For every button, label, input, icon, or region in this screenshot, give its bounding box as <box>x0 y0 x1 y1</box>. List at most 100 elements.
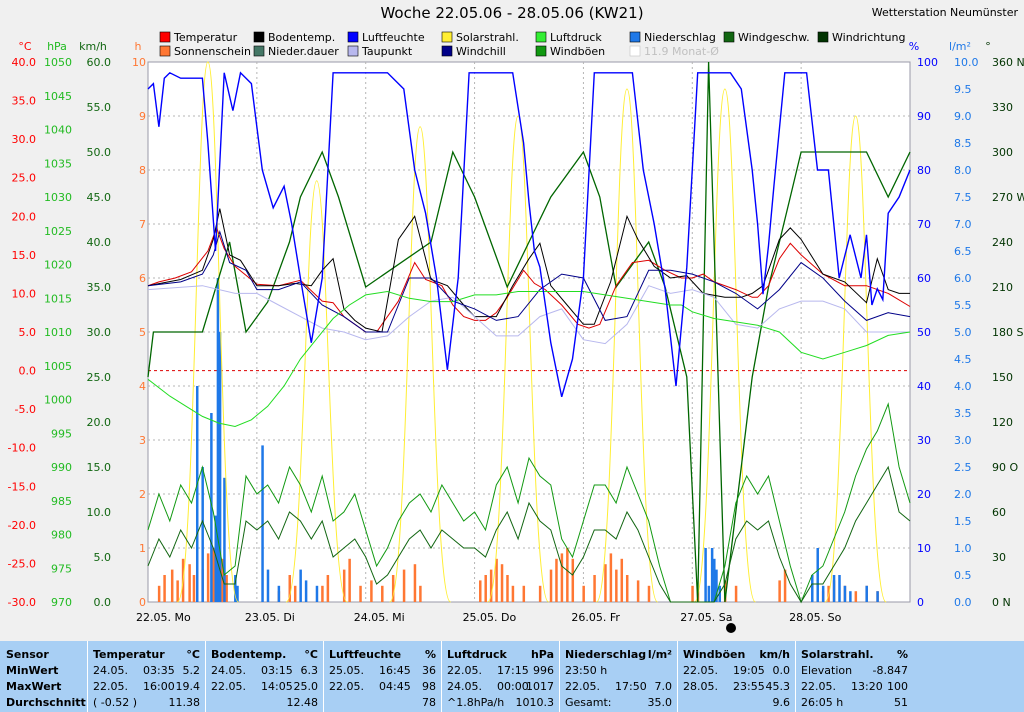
sunshine-bar <box>555 558 558 602</box>
humidity-axis-tick: 90 <box>917 110 931 123</box>
precipitation-bar <box>838 575 841 602</box>
sunshine-bar <box>157 585 161 602</box>
temperature-axis-tick: -15.0 <box>8 480 36 493</box>
stats-cell-a: 28.05. <box>683 680 718 693</box>
stats-divider <box>441 641 442 712</box>
windb-en-line <box>147 402 911 604</box>
stats-column: Luftdruck hPa 22.05. 17:15 996 24.05. 00:00 101… <box>441 641 559 712</box>
rain-axis-tick: 4.0 <box>954 380 972 393</box>
legend-swatch <box>441 45 453 57</box>
stats-cell-value: 1017 <box>526 680 554 693</box>
sunshine-bar <box>359 585 362 602</box>
stats-column: Luftfeuchte% 25.05. 16:45 36 22.05. 04:45 98 78 <box>323 641 441 712</box>
sunshine-bar <box>560 553 564 602</box>
sunshine-bar <box>192 575 196 602</box>
stats-cell-value: 996 <box>533 664 554 677</box>
pressure-axis-tick: 980 <box>51 529 72 542</box>
rain-axis-tick: 3.5 <box>954 407 972 420</box>
pressure-axis-tick: 970 <box>51 596 72 609</box>
stats-cell-time: 17:15 <box>497 664 529 677</box>
axes: °C40.035.030.025.020.015.010.05.00.0-5.0… <box>8 40 1024 633</box>
stats-unit: km/h <box>759 648 790 661</box>
legend-swatch <box>159 45 171 57</box>
x-tick-label: 26.05. Fr <box>571 611 620 624</box>
sunshine-axis-tick: 9 <box>139 110 146 123</box>
sunshine-bar <box>495 558 498 602</box>
direction-axis-tick: 0 N <box>992 596 1011 609</box>
sunshine-bar <box>342 569 346 602</box>
sunshine-bar <box>402 569 406 602</box>
precipitation-bar <box>236 585 239 602</box>
pressure-axis-tick: 990 <box>51 461 72 474</box>
precipitation-bar <box>218 332 222 602</box>
stats-divider <box>677 641 678 712</box>
stats-cell-a: 23:50 h <box>565 664 608 677</box>
rain-axis-tick: 1.0 <box>954 542 972 555</box>
stats-divider <box>559 641 560 712</box>
stats-cell-a: ( -0.52 ) <box>93 696 138 709</box>
legend-swatch <box>253 31 265 43</box>
precipitation-bar <box>214 515 217 602</box>
precipitation-bar <box>710 548 714 602</box>
rain-axis-tick: 6.5 <box>954 245 972 258</box>
sunshine-bar <box>484 575 487 602</box>
precipitation-bar <box>865 585 868 602</box>
sunshine-bar <box>170 569 174 602</box>
pressure-axis-tick: 1030 <box>44 191 72 204</box>
rain-axis-tick: 10.0 <box>954 56 979 69</box>
x-tick-label: 25.05. Do <box>463 611 517 624</box>
temperature-axis-tick: 35.0 <box>12 95 37 108</box>
stats-header: Luftdruck hPa <box>447 647 554 663</box>
windgeschw-line <box>147 465 911 603</box>
humidity-axis-unit: % <box>909 40 919 53</box>
sunshine-axis-tick: 5 <box>139 326 146 339</box>
legend-swatch <box>253 45 265 57</box>
precipitation-bar <box>277 585 281 602</box>
chart-title: Woche 22.05.06 - 28.05.06 (KW21) <box>380 4 644 22</box>
rain-axis-tick: 8.5 <box>954 137 972 150</box>
stats-cell-time: 16:00 <box>143 680 175 693</box>
stats-divider <box>795 641 796 712</box>
wind-axis-tick: 55.0 <box>87 101 112 114</box>
wind-axis-tick: 25.0 <box>87 371 112 384</box>
stats-row: 9.6 <box>683 695 791 711</box>
legend-swatch <box>535 31 547 43</box>
stats-cell-time: 03:15 <box>261 664 293 677</box>
sunshine-bar <box>500 564 504 602</box>
stats-row: 26:05 h 51 <box>801 695 908 711</box>
temperature-axis-tick: -10.0 <box>8 442 36 455</box>
precipitation-bar <box>876 591 879 602</box>
x-tick-label: 23.05. Di <box>245 611 295 624</box>
sunshine-bar <box>321 585 324 602</box>
stats-cell-value: 0.0 <box>772 664 791 677</box>
stats-cell-value: 78 <box>422 696 436 709</box>
pressure-axis-tick: 1035 <box>44 157 72 170</box>
direction-axis-tick: 60 <box>992 506 1006 519</box>
wind-axis-tick: 60.0 <box>87 56 112 69</box>
wind-axis-tick: 30.0 <box>87 326 112 339</box>
stats-cell-time: 13:20 <box>851 680 883 693</box>
legend-label: Taupunkt <box>361 45 413 58</box>
temperature-axis-tick: -30.0 <box>8 596 36 609</box>
stats-row: 22.05. 14:05 25.0 <box>211 679 318 695</box>
x-tick-label: 27.05. Sa <box>680 611 732 624</box>
sunshine-bar <box>370 580 373 602</box>
wind-axis-tick: 10.0 <box>87 506 112 519</box>
stats-cell-value: -8.847 <box>872 664 908 677</box>
temperature-axis-tick: 10.0 <box>12 287 37 300</box>
stats-header: Bodentemp. °C <box>211 647 318 663</box>
rain-axis-tick: 0.0 <box>954 596 972 609</box>
wind-axis-unit: km/h <box>79 40 107 53</box>
sunshine-bar <box>691 585 694 602</box>
sunshine-bar <box>620 558 624 602</box>
precipitation-bar <box>234 575 237 602</box>
sunshine-bar <box>288 575 292 602</box>
stats-divider <box>87 641 88 712</box>
stats-cell-time: 17:50 <box>615 680 647 693</box>
wind-axis-tick: 40.0 <box>87 236 112 249</box>
statistics-table: Sensor MinWert MaxWert Durchschnitt Temperat… <box>0 641 1024 712</box>
stats-row: 22.05. 04:45 98 <box>329 679 436 695</box>
precipitation-bar <box>216 278 220 602</box>
sunshine-bar <box>293 585 297 602</box>
sunshine-axis-tick: 1 <box>139 542 146 555</box>
